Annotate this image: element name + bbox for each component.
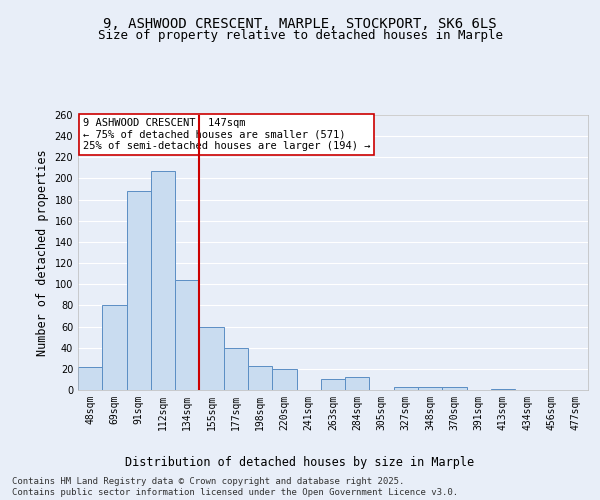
Y-axis label: Number of detached properties: Number of detached properties bbox=[36, 149, 49, 356]
Bar bbox=[272, 369, 296, 390]
Text: 9 ASHWOOD CRESCENT: 147sqm
← 75% of detached houses are smaller (571)
25% of sem: 9 ASHWOOD CRESCENT: 147sqm ← 75% of deta… bbox=[83, 118, 371, 151]
Bar bbox=[442, 387, 467, 390]
Bar bbox=[394, 387, 418, 390]
Bar bbox=[78, 366, 102, 390]
Bar bbox=[248, 366, 272, 390]
Text: Contains HM Land Registry data © Crown copyright and database right 2025.
Contai: Contains HM Land Registry data © Crown c… bbox=[12, 478, 458, 497]
Bar bbox=[491, 389, 515, 390]
Bar bbox=[418, 387, 442, 390]
Bar bbox=[175, 280, 199, 390]
Bar bbox=[345, 378, 370, 390]
Bar bbox=[321, 380, 345, 390]
Bar bbox=[199, 326, 224, 390]
Bar bbox=[102, 306, 127, 390]
Text: Size of property relative to detached houses in Marple: Size of property relative to detached ho… bbox=[97, 29, 503, 42]
Text: Distribution of detached houses by size in Marple: Distribution of detached houses by size … bbox=[125, 456, 475, 469]
Bar bbox=[224, 348, 248, 390]
Bar bbox=[151, 171, 175, 390]
Bar bbox=[127, 191, 151, 390]
Text: 9, ASHWOOD CRESCENT, MARPLE, STOCKPORT, SK6 6LS: 9, ASHWOOD CRESCENT, MARPLE, STOCKPORT, … bbox=[103, 18, 497, 32]
